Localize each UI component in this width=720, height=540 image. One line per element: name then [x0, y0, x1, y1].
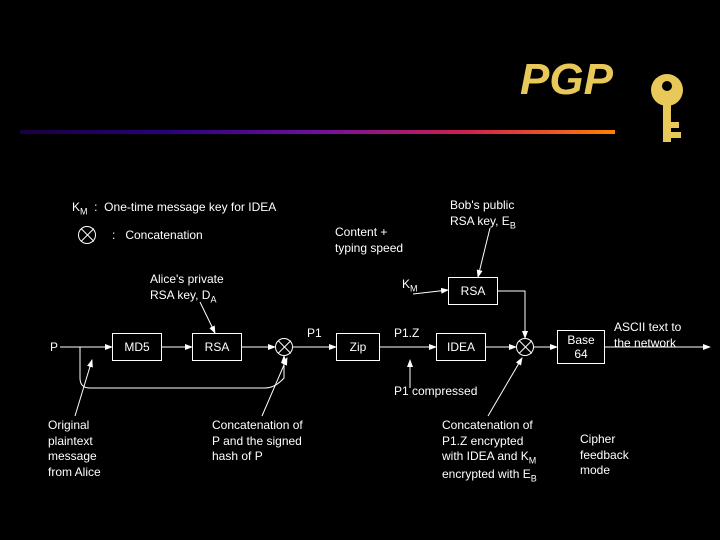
node-zip: Zip: [336, 333, 380, 361]
node-idea: IDEA: [436, 333, 486, 361]
node-p1-label: P1: [307, 326, 322, 342]
concat-symbol-icon: [78, 226, 96, 244]
concat-p-label: Concatenation of P and the signed hash o…: [212, 418, 303, 465]
node-base64: Base 64: [557, 330, 605, 364]
node-concat1: [275, 338, 293, 356]
alice-key-label: Alice's privateRSA key, DA: [150, 272, 224, 306]
km-arrow-label: KM: [402, 277, 418, 295]
node-rsa2: RSA: [448, 277, 498, 305]
node-p1z-label: P1.Z: [394, 326, 419, 342]
node-md5: MD5: [112, 333, 162, 361]
key-icon: [640, 72, 695, 155]
legend-concat: : Concatenation: [112, 228, 203, 244]
divider-gradient: [20, 130, 615, 134]
cipher-label: Cipher feedback mode: [580, 432, 629, 479]
ascii-label: ASCII text to the network: [614, 320, 681, 351]
p1-compressed-label: P1 compressed: [394, 384, 477, 400]
page-title: PGP: [520, 55, 613, 105]
node-p: P: [50, 340, 58, 356]
node-concat2: [516, 338, 534, 356]
bob-key-label: Bob's publicRSA key, EB: [450, 198, 516, 232]
node-rsa1: RSA: [192, 333, 242, 361]
orig-plaintext-label: Original plaintext message from Alice: [48, 418, 101, 480]
legend-km: KM : One-time message key for IDEA: [72, 200, 276, 218]
content-label: Content + typing speed: [335, 225, 403, 256]
concat-p1z-label: Concatenation ofP1.Z encryptedwith IDEA …: [442, 418, 537, 485]
